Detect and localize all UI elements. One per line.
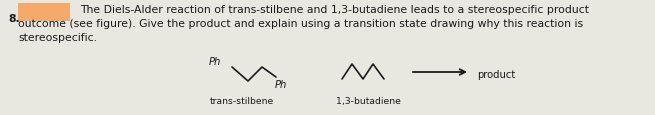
Text: Ph: Ph [209, 56, 221, 66]
Text: 8.: 8. [8, 14, 20, 24]
Text: Ph: Ph [275, 79, 288, 89]
Text: product: product [477, 69, 515, 79]
Text: outcome (see figure). Give the product and explain using a transition state draw: outcome (see figure). Give the product a… [18, 19, 583, 29]
Text: The Diels-Alder reaction of trans-stilbene and 1,3-butadiene leads to a stereosp: The Diels-Alder reaction of trans-stilbe… [80, 5, 589, 15]
Bar [18, 4, 70, 22]
Text: 1,3-butadiene: 1,3-butadiene [336, 96, 401, 105]
Text: trans-stilbene: trans-stilbene [210, 96, 274, 105]
Text: stereospecific.: stereospecific. [18, 33, 97, 43]
